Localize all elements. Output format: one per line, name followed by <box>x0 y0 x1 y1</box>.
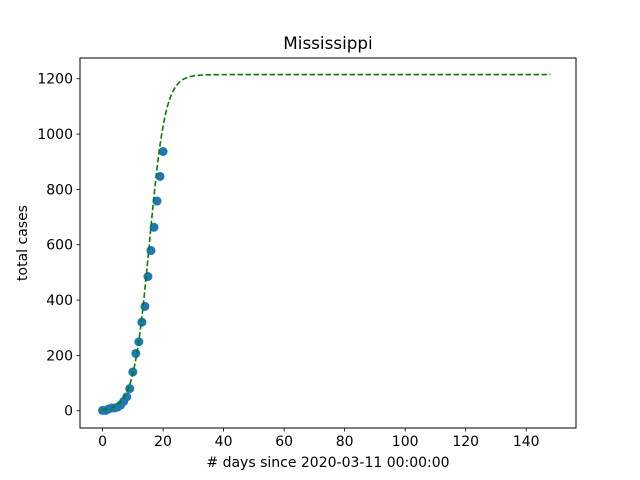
y-tick-label: 800 <box>46 182 73 198</box>
plot-border <box>79 57 577 429</box>
x-tick-label: 40 <box>215 434 233 450</box>
x-tick-label: 80 <box>336 434 354 450</box>
plot-area <box>80 58 576 428</box>
x-axis-label: # days since 2020-03-11 00:00:00 <box>206 455 449 471</box>
chart-marks <box>98 73 551 415</box>
fit-curve <box>102 73 551 411</box>
data-point <box>155 171 165 181</box>
y-tick-label: 1200 <box>37 72 73 88</box>
x-tick-label: 120 <box>452 434 479 450</box>
data-point <box>131 348 141 358</box>
y-tick-label: 0 <box>64 404 73 420</box>
axis-ticks: 0 20 40 60 80 100 120 140 0 200 400 600 800 1000 1200 <box>37 72 539 450</box>
x-tick-label: 100 <box>392 434 419 450</box>
x-tick-label: 60 <box>275 434 293 450</box>
chart-title: Mississippi <box>283 33 372 53</box>
data-point <box>122 392 132 402</box>
y-tick-label: 400 <box>46 293 73 309</box>
x-tick-label: 140 <box>513 434 540 450</box>
data-point <box>158 147 168 157</box>
data-point <box>152 196 162 206</box>
y-tick-label: 1000 <box>37 127 73 143</box>
y-axis-label: total cases <box>15 205 31 281</box>
x-tick-label: 0 <box>98 434 107 450</box>
y-tick-label: 200 <box>46 348 73 364</box>
plot-frame <box>80 58 576 428</box>
data-point <box>143 272 153 282</box>
x-tick-label: 20 <box>154 434 172 450</box>
data-point <box>140 301 150 311</box>
y-tick-label: 600 <box>46 238 73 254</box>
data-point <box>137 317 147 327</box>
